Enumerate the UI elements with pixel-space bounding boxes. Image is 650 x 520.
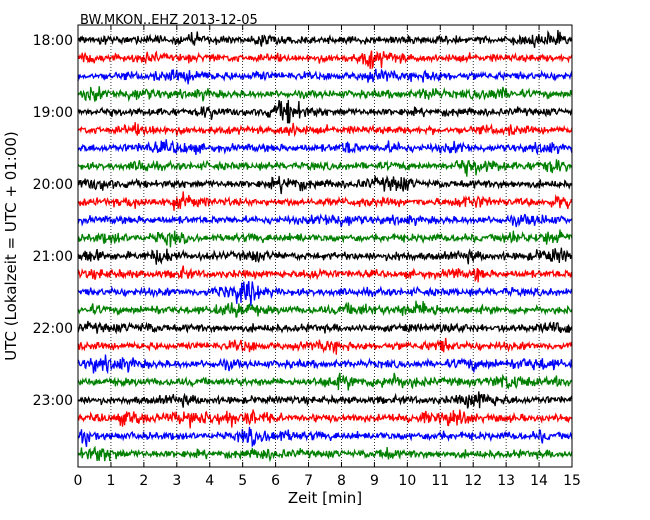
x-tick-label: 9: [370, 473, 379, 489]
seismic-trace: [77, 122, 573, 138]
seismic-trace: [77, 159, 573, 177]
seismic-trace: [77, 372, 573, 391]
plot-frame: [77, 24, 573, 468]
y-tick-label: 20:00: [33, 177, 73, 193]
x-tick-label: 6: [271, 473, 280, 489]
ticks-layer: 0 1 2 3 4 5 6 7 8 9 10 11 12 13 14 1518:0019:0020:0021:…: [33, 25, 581, 489]
seismic-trace: [77, 29, 573, 48]
x-tick-label: 5: [238, 473, 247, 489]
x-tick-label: 13: [497, 473, 515, 489]
x-tick-label: 7: [304, 473, 313, 489]
x-tick-label: 4: [205, 473, 214, 489]
chart-title: BW.MKON..EHZ 2013-12-05: [80, 13, 258, 28]
seismic-trace: [77, 86, 573, 103]
x-tick-label: 8: [337, 473, 346, 489]
x-tick-label: 11: [431, 473, 449, 489]
x-tick-label: 10: [398, 473, 416, 489]
seismic-trace: [77, 174, 573, 195]
seismic-trace: [77, 445, 573, 463]
y-tick-label: 21:00: [33, 249, 73, 265]
seismic-trace: [77, 99, 573, 124]
x-tick-label: 14: [530, 473, 548, 489]
seismic-trace: [77, 247, 573, 265]
seismic-trace: [77, 213, 573, 228]
x-axis-label: Zeit [min]: [288, 489, 362, 507]
seismic-trace: [77, 391, 573, 409]
x-tick-label: 12: [464, 473, 482, 489]
seismic-trace: [77, 409, 573, 429]
seismic-trace: [77, 50, 573, 70]
seismic-trace: [77, 229, 573, 248]
y-axis-label: UTC (Lokalzeit = UTC + 01:00): [2, 131, 20, 361]
seismic-trace: [77, 426, 573, 448]
seismic-trace: [77, 354, 573, 375]
y-tick-label: 22:00: [33, 321, 73, 337]
x-tick-label: 15: [563, 473, 581, 489]
seismic-trace: [77, 300, 573, 318]
seismic-trace: [77, 265, 573, 283]
x-tick-label: 2: [139, 473, 148, 489]
traces-layer: [77, 29, 573, 463]
y-tick-label: 23:00: [33, 393, 73, 409]
seismic-trace: [77, 337, 573, 355]
seismic-trace: [77, 280, 573, 306]
seismic-trace: [77, 191, 573, 211]
x-tick-label: 1: [106, 473, 115, 489]
seismic-trace: [77, 320, 573, 335]
y-tick-label: 18:00: [33, 33, 73, 49]
y-tick-label: 19:00: [33, 105, 73, 121]
x-tick-label: 0: [74, 473, 83, 489]
seismic-trace: [77, 68, 573, 85]
seismic-trace: [77, 139, 573, 156]
x-tick-label: 3: [172, 473, 181, 489]
